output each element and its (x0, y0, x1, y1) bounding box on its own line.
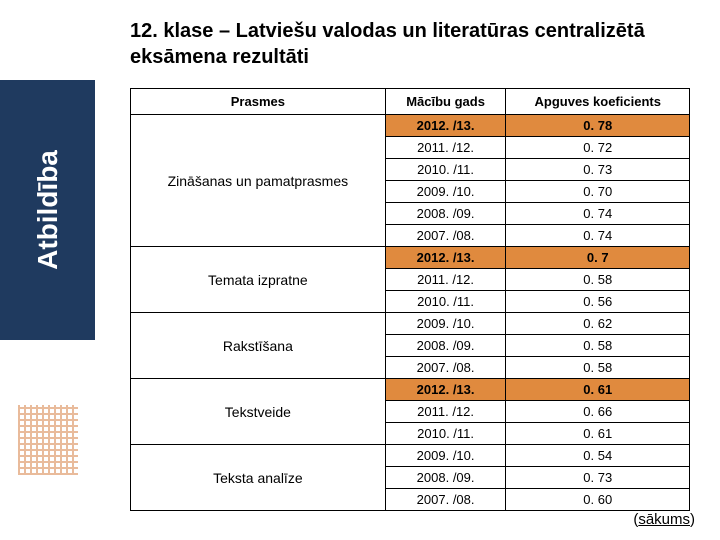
year-cell: 2012. /13. (385, 379, 506, 401)
year-cell: 2008. /09. (385, 335, 506, 357)
year-cell: 2011. /12. (385, 137, 506, 159)
coef-cell: 0. 73 (506, 467, 690, 489)
page-title: 12. klase – Latviešu valodas un literatū… (130, 18, 690, 70)
coef-cell: 0. 74 (506, 203, 690, 225)
table-row: Zināšanas un pamatprasmes2012. /13.0. 78 (131, 115, 690, 137)
coef-cell: 0. 62 (506, 313, 690, 335)
start-link[interactable]: sākums (638, 511, 690, 528)
year-cell: 2009. /10. (385, 313, 506, 335)
coef-cell: 0. 61 (506, 423, 690, 445)
sidebar: Atbildība (0, 80, 95, 340)
year-cell: 2007. /08. (385, 357, 506, 379)
coef-cell: 0. 58 (506, 357, 690, 379)
skill-cell: Temata izpratne (131, 247, 386, 313)
coef-cell: 0. 61 (506, 379, 690, 401)
coef-cell: 0. 54 (506, 445, 690, 467)
coef-cell: 0. 56 (506, 291, 690, 313)
year-cell: 2010. /11. (385, 423, 506, 445)
year-cell: 2010. /11. (385, 291, 506, 313)
coef-cell: 0. 70 (506, 181, 690, 203)
coef-cell: 0. 58 (506, 335, 690, 357)
coef-cell: 0. 73 (506, 159, 690, 181)
header-year: Mācību gads (385, 89, 506, 115)
sidebar-label: Atbildība (32, 150, 64, 270)
table-row: Temata izpratne2012. /13.0. 7 (131, 247, 690, 269)
results-table: Prasmes Mācību gads Apguves koeficients … (130, 88, 690, 511)
table-row: Rakstīšana2009. /10.0. 62 (131, 313, 690, 335)
year-cell: 2009. /10. (385, 181, 506, 203)
coef-cell: 0. 78 (506, 115, 690, 137)
footer-link: (sākums) (633, 511, 695, 528)
coef-cell: 0. 60 (506, 489, 690, 511)
year-cell: 2008. /09. (385, 467, 506, 489)
header-skills: Prasmes (131, 89, 386, 115)
year-cell: 2011. /12. (385, 269, 506, 291)
table-row: Tekstveide2012. /13.0. 61 (131, 379, 690, 401)
table-header-row: Prasmes Mācību gads Apguves koeficients (131, 89, 690, 115)
year-cell: 2007. /08. (385, 489, 506, 511)
skill-cell: Tekstveide (131, 379, 386, 445)
coef-cell: 0. 74 (506, 225, 690, 247)
year-cell: 2007. /08. (385, 225, 506, 247)
year-cell: 2008. /09. (385, 203, 506, 225)
skill-cell: Teksta analīze (131, 445, 386, 511)
coef-cell: 0. 58 (506, 269, 690, 291)
results-table-wrap: Prasmes Mācību gads Apguves koeficients … (130, 88, 690, 511)
paren-close: ) (690, 511, 695, 528)
skill-cell: Zināšanas un pamatprasmes (131, 115, 386, 247)
table-row: Teksta analīze2009. /10.0. 54 (131, 445, 690, 467)
year-cell: 2009. /10. (385, 445, 506, 467)
logo-area (0, 380, 95, 500)
year-cell: 2012. /13. (385, 247, 506, 269)
year-cell: 2010. /11. (385, 159, 506, 181)
logo-icon (18, 405, 78, 475)
year-cell: 2011. /12. (385, 401, 506, 423)
header-coef: Apguves koeficients (506, 89, 690, 115)
coef-cell: 0. 72 (506, 137, 690, 159)
coef-cell: 0. 66 (506, 401, 690, 423)
year-cell: 2012. /13. (385, 115, 506, 137)
skill-cell: Rakstīšana (131, 313, 386, 379)
coef-cell: 0. 7 (506, 247, 690, 269)
